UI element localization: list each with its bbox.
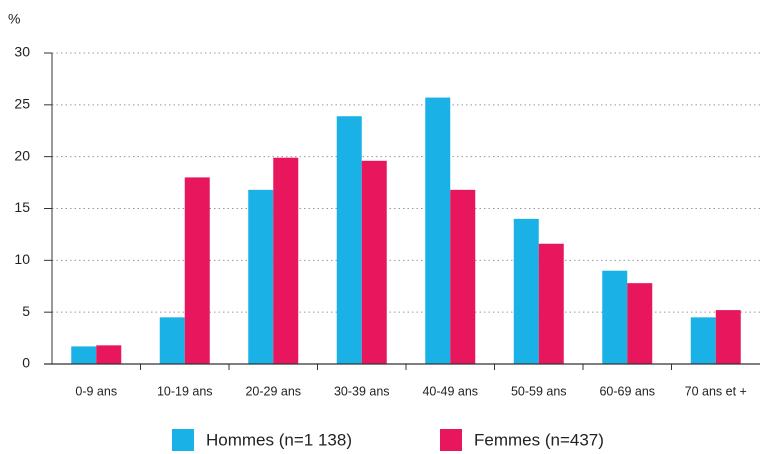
bar [159, 317, 185, 364]
x-tick-label: 30-39 ans [334, 384, 390, 398]
legend-label: Femmes (n=437) [474, 430, 604, 449]
bar [513, 218, 539, 364]
bar [361, 160, 387, 364]
y-axis-label: % [8, 11, 20, 27]
x-tick-label: 50-59 ans [511, 384, 567, 398]
y-tick-label: 5 [22, 303, 30, 319]
bar [336, 116, 362, 364]
legend-label: Hommes (n=1 138) [206, 430, 352, 449]
bar [602, 270, 628, 364]
y-tick-label: 0 [22, 355, 30, 371]
bar [627, 283, 653, 364]
y-tick-label: 30 [14, 44, 30, 60]
bar [248, 189, 274, 364]
y-tick-label: 25 [14, 96, 30, 112]
y-tick-label: 20 [14, 147, 30, 163]
y-tick-label: 15 [14, 199, 30, 215]
bar [690, 317, 716, 364]
legend-swatch [172, 429, 194, 451]
bar [184, 177, 210, 364]
bar [273, 157, 299, 364]
x-tick-label: 70 ans et + [685, 384, 747, 398]
y-tick-label: 10 [14, 251, 30, 267]
bar [71, 346, 97, 364]
bar [715, 310, 741, 364]
bar [425, 97, 451, 365]
x-tick-label: 40-49 ans [422, 384, 478, 398]
bar [538, 243, 564, 364]
x-tick-label: 10-19 ans [157, 384, 213, 398]
x-tick-label: 60-69 ans [599, 384, 655, 398]
x-tick-label: 20-29 ans [245, 384, 301, 398]
bar [450, 189, 476, 364]
legend-swatch [440, 429, 462, 451]
x-tick-label: 0-9 ans [75, 384, 117, 398]
bar [96, 345, 122, 364]
